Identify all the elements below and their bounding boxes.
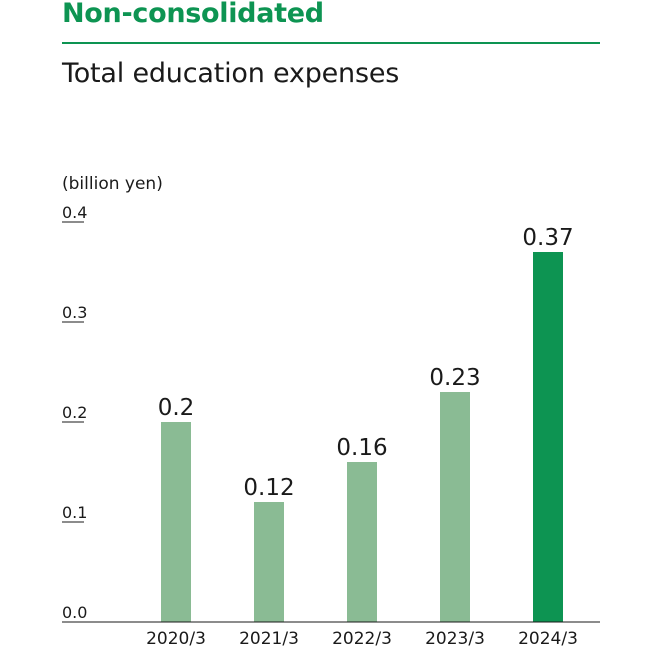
bar-2021-3 xyxy=(254,502,284,622)
bar-2023-3 xyxy=(440,392,470,622)
bar-2020-3 xyxy=(161,422,191,622)
y-tick-label: 0.0 xyxy=(62,603,87,622)
x-tick-label: 2022/3 xyxy=(332,629,392,646)
data-label: 0.16 xyxy=(336,435,387,461)
x-tick-label: 2021/3 xyxy=(239,629,299,646)
data-label: 0.2 xyxy=(158,395,195,421)
bar-2024-3 xyxy=(533,252,563,622)
y-tick-label: 0.1 xyxy=(62,503,87,522)
chart-title: Total education expenses xyxy=(62,58,400,89)
data-label: 0.12 xyxy=(243,475,294,501)
x-tick-label: 2023/3 xyxy=(425,629,485,646)
section-divider xyxy=(62,42,600,44)
bar-2022-3 xyxy=(347,462,377,622)
y-axis-ticks: 0.0 0.1 0.2 0.3 0.4 xyxy=(62,203,87,622)
y-tick-label: 0.2 xyxy=(62,403,87,422)
y-tick-label: 0.3 xyxy=(62,303,87,322)
y-tick-label: 0.4 xyxy=(62,203,87,222)
y-axis-unit-label: (billion yen) xyxy=(62,174,163,194)
x-tick-label: 2020/3 xyxy=(146,629,206,646)
section-title: Non-consolidated xyxy=(62,0,324,29)
bar-series xyxy=(161,252,563,622)
x-axis-labels: 2020/3 2021/3 2022/3 2023/3 2024/3 xyxy=(146,629,578,646)
x-tick-label: 2024/3 xyxy=(518,629,578,646)
data-label: 0.37 xyxy=(522,225,573,251)
data-labels: 0.2 0.12 0.16 0.23 0.37 xyxy=(158,225,574,501)
data-label: 0.23 xyxy=(429,365,480,391)
